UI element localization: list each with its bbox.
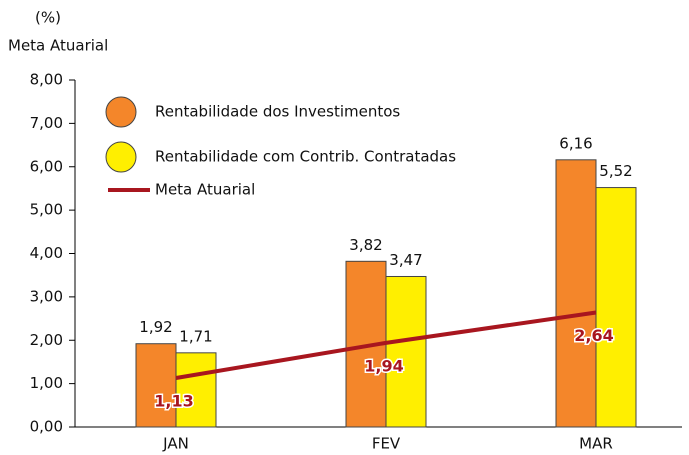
line-value-label: 2,64 <box>574 326 613 345</box>
line <box>175 310 597 380</box>
bar <box>175 352 217 428</box>
bar-value-label: 6,16 <box>559 134 592 152</box>
y-tick-label: 8,00 <box>30 71 63 89</box>
y-tick-label: 7,00 <box>30 114 63 132</box>
y-tick-label: 5,00 <box>30 201 63 219</box>
legend-label: Rentabilidade com Contrib. Contratadas <box>155 148 456 166</box>
bar <box>555 159 597 428</box>
line-value-label: 1,13 <box>154 391 193 410</box>
bar <box>385 275 427 428</box>
y-tick-label: 0,00 <box>30 418 63 436</box>
bar-value-label: 3,47 <box>389 251 422 269</box>
x-tick-label: FEV <box>372 435 401 453</box>
bar-value-label: 1,92 <box>139 318 172 336</box>
y-axis-title: Meta Atuarial <box>8 37 108 55</box>
legend-label: Rentabilidade dos Investimentos <box>155 103 400 121</box>
y-tick-label: 6,00 <box>30 157 63 175</box>
bar-value-label: 1,71 <box>179 327 212 345</box>
line-value-label: 1,94 <box>364 356 403 375</box>
y-axis-unit: (%) <box>35 9 61 27</box>
legend-label: Meta Atuarial <box>155 181 255 199</box>
bar-value-label: 3,82 <box>349 236 382 254</box>
legend-marker <box>105 96 137 128</box>
y-tick-label: 2,00 <box>30 331 63 349</box>
bar-value-label: 5,52 <box>599 162 632 180</box>
bar <box>595 187 637 428</box>
y-tick-label: 1,00 <box>30 374 63 392</box>
x-tick-label: JAN <box>162 435 189 453</box>
legend-marker <box>105 141 137 173</box>
y-tick-label: 3,00 <box>30 287 63 305</box>
x-tick-label: MAR <box>579 435 613 453</box>
y-tick-label: 4,00 <box>30 244 63 262</box>
bar <box>135 343 177 428</box>
